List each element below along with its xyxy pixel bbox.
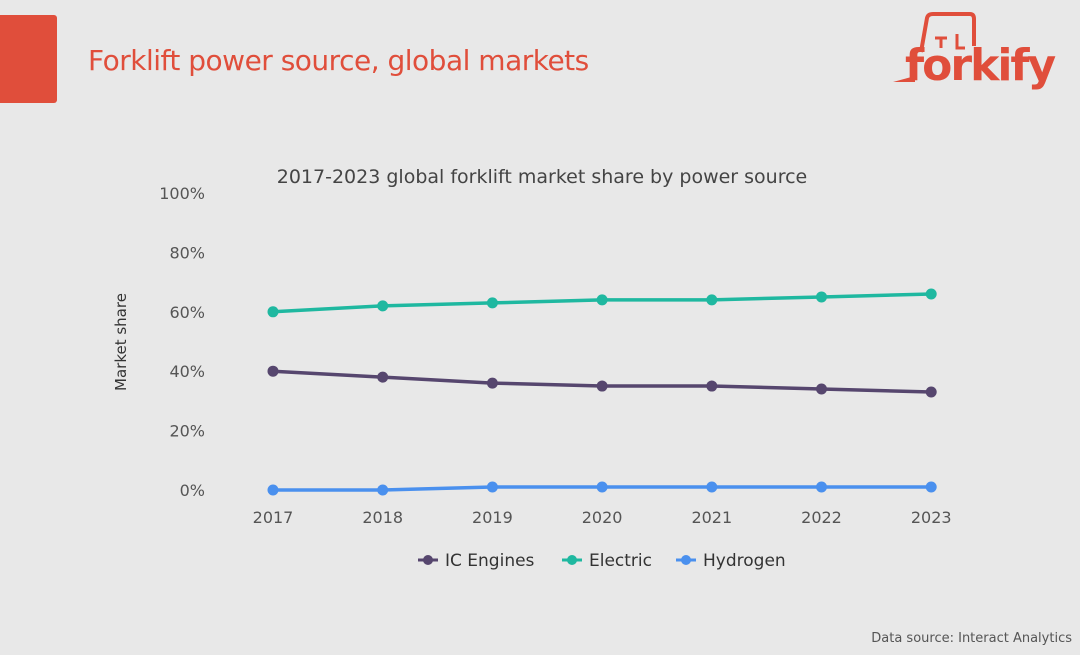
x-tick-label: 2023 bbox=[911, 508, 952, 527]
x-tick-label: 2021 bbox=[691, 508, 732, 527]
y-tick-label: 40% bbox=[169, 362, 205, 381]
y-tick-label: 80% bbox=[169, 243, 205, 262]
legend-label: Hydrogen bbox=[703, 551, 786, 571]
x-tick-label: 2018 bbox=[362, 508, 403, 527]
data-point[interactable] bbox=[377, 300, 389, 312]
data-point[interactable] bbox=[377, 484, 389, 496]
data-point[interactable] bbox=[706, 294, 718, 306]
chart-title: 2017-2023 global forklift market share b… bbox=[277, 166, 808, 188]
data-point[interactable] bbox=[816, 481, 827, 493]
data-point[interactable] bbox=[925, 481, 937, 493]
data-point[interactable] bbox=[486, 297, 498, 309]
legend-label: IC Engines bbox=[445, 551, 535, 571]
data-point[interactable] bbox=[267, 484, 279, 496]
data-point[interactable] bbox=[596, 481, 608, 493]
svg-text:forkify: forkify bbox=[905, 40, 1056, 91]
x-tick-label: 2019 bbox=[472, 508, 513, 527]
y-tick-label: 60% bbox=[169, 303, 205, 322]
data-point[interactable] bbox=[925, 386, 937, 398]
x-tick-label: 2020 bbox=[582, 508, 623, 527]
page-title: Forklift power source, global markets bbox=[88, 44, 589, 77]
data-point[interactable] bbox=[816, 291, 827, 303]
data-point[interactable] bbox=[486, 481, 498, 493]
data-point[interactable] bbox=[596, 380, 608, 392]
legend-label: Electric bbox=[589, 551, 652, 571]
data-point[interactable] bbox=[925, 288, 937, 300]
data-source: Data source: Interact Analytics bbox=[871, 631, 1072, 646]
legend-item[interactable]: Electric bbox=[562, 551, 652, 571]
data-point[interactable] bbox=[816, 383, 827, 395]
x-tick-label: 2017 bbox=[253, 508, 294, 527]
data-point[interactable] bbox=[377, 371, 389, 383]
data-point[interactable] bbox=[267, 306, 279, 318]
x-tick-label: 2022 bbox=[801, 508, 842, 527]
data-point[interactable] bbox=[267, 365, 279, 377]
data-point[interactable] bbox=[706, 380, 718, 392]
accent-bar bbox=[0, 15, 57, 103]
y-tick-label: 0% bbox=[180, 481, 205, 500]
forkify-logo: forkify bbox=[893, 10, 1068, 99]
legend-marker-icon bbox=[567, 555, 577, 565]
data-point[interactable] bbox=[486, 377, 498, 389]
legend-item[interactable]: IC Engines bbox=[418, 551, 535, 571]
data-point[interactable] bbox=[706, 481, 718, 493]
legend-marker-icon bbox=[681, 555, 691, 565]
data-point[interactable] bbox=[596, 294, 608, 306]
legend-item[interactable]: Hydrogen bbox=[676, 551, 786, 571]
y-tick-label: 100% bbox=[159, 184, 205, 203]
y-tick-label: 20% bbox=[169, 422, 205, 441]
y-axis-label: Market share bbox=[112, 293, 130, 391]
legend-marker-icon bbox=[423, 555, 433, 565]
